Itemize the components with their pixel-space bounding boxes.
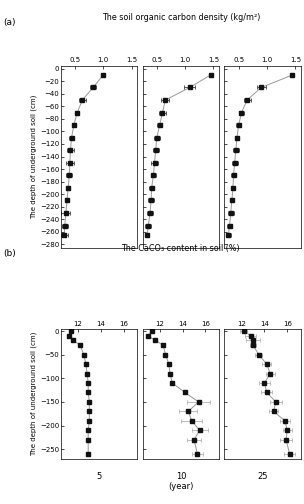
Text: 10: 10 [176, 472, 186, 481]
Text: (b): (b) [3, 249, 16, 259]
Text: The soil organic carbon density (kg/m²): The soil organic carbon density (kg/m²) [102, 13, 260, 22]
Text: (a): (a) [3, 18, 16, 27]
Text: 25: 25 [257, 472, 268, 481]
Y-axis label: The depth of underground soil (cm): The depth of underground soil (cm) [31, 332, 37, 456]
Text: (year): (year) [168, 482, 194, 491]
Y-axis label: The depth of underground soil (cm): The depth of underground soil (cm) [31, 94, 37, 219]
Text: 5: 5 [96, 472, 102, 481]
Text: The CaCO₃ content in soil (%): The CaCO₃ content in soil (%) [122, 244, 240, 254]
